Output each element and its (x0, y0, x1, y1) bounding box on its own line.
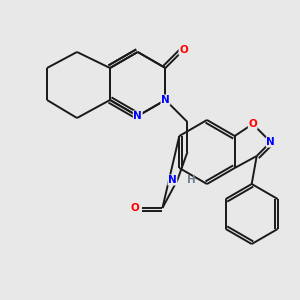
Text: N: N (266, 137, 275, 147)
Text: O: O (248, 119, 257, 129)
Text: N: N (161, 95, 170, 105)
Text: O: O (130, 203, 139, 213)
Text: N: N (133, 111, 142, 121)
Text: N: N (168, 175, 177, 185)
Text: O: O (179, 45, 188, 55)
Text: H: H (188, 175, 196, 185)
